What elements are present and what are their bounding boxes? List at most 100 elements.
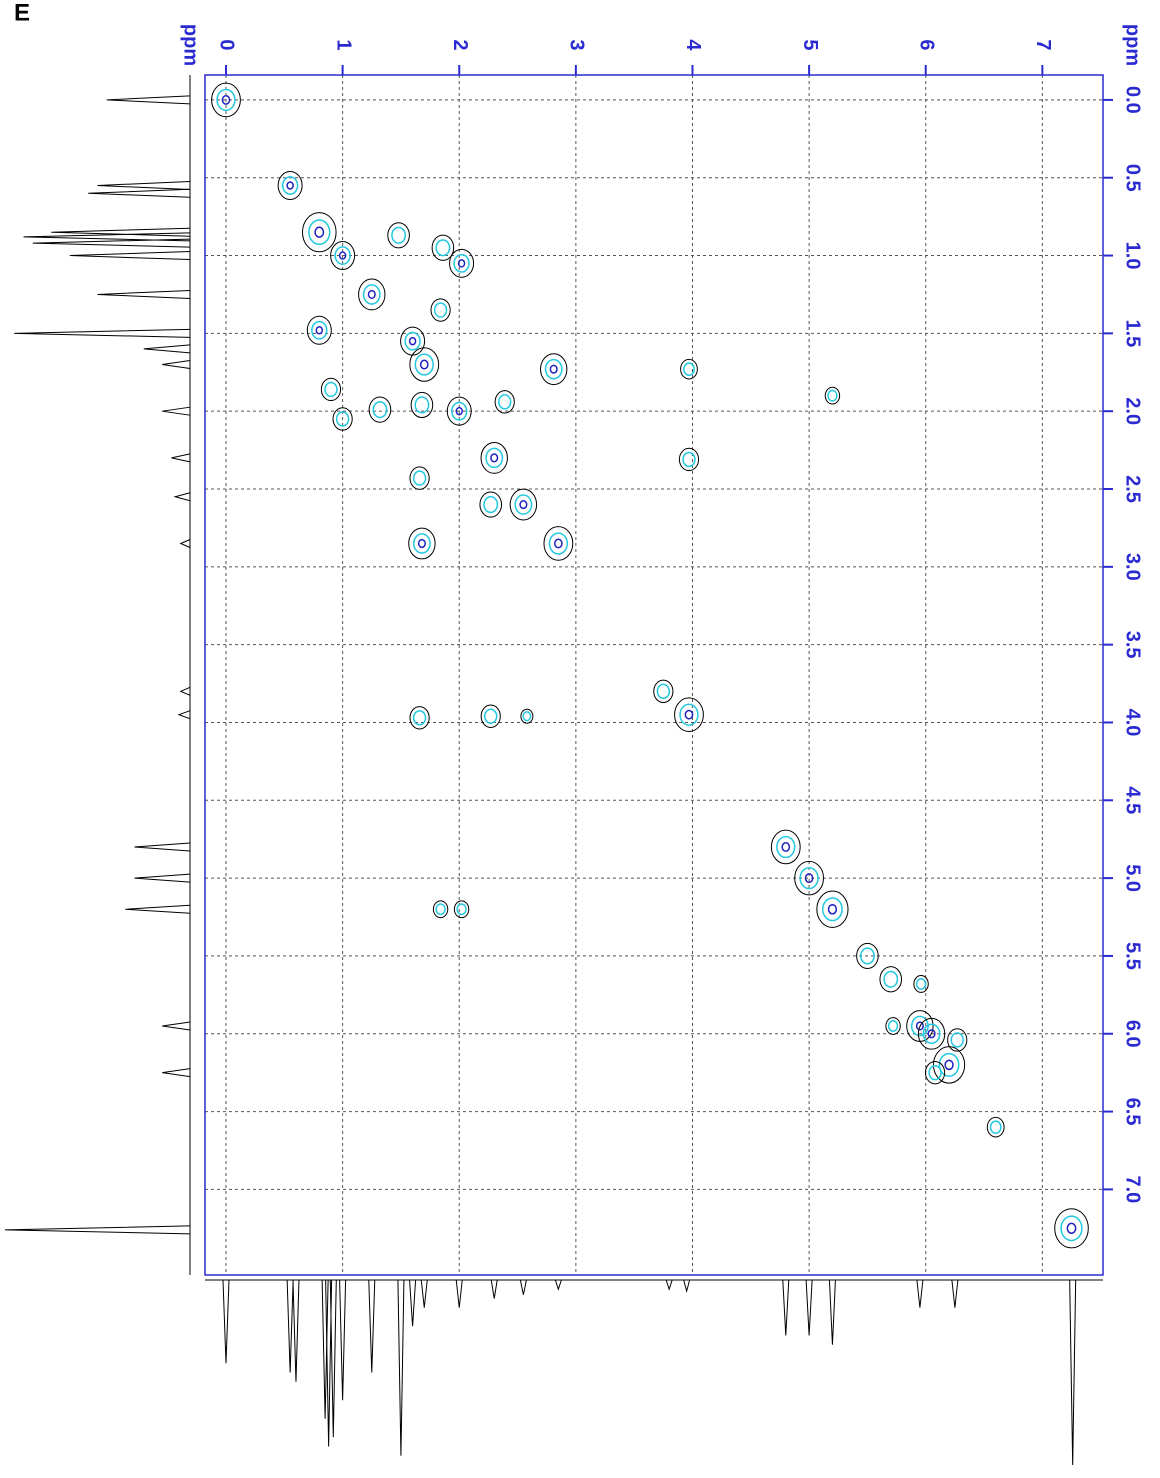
contour-level [776, 835, 796, 859]
contour-level [412, 470, 427, 486]
contour-level [432, 900, 449, 919]
projection-peak [455, 1279, 463, 1308]
projection-peak [32, 238, 191, 248]
contour-level [431, 234, 455, 261]
contour-level [684, 709, 694, 720]
cross-peak [408, 527, 436, 560]
contour-level [453, 900, 470, 919]
contour-level [938, 1052, 960, 1077]
projection-peak [171, 453, 191, 463]
projection-peak [409, 1279, 417, 1327]
cross-peak [680, 358, 698, 380]
projection-peak [665, 1279, 673, 1291]
contour-level [682, 451, 696, 468]
contour-level [368, 396, 392, 423]
projection-peak [162, 1068, 191, 1078]
projection-peak [179, 539, 191, 548]
contour-level [451, 401, 468, 421]
cross-peak [330, 241, 356, 271]
cross-peak [432, 900, 449, 919]
y-tick-label: 1.0 [1122, 242, 1144, 270]
y-tick-label: 7.0 [1122, 1175, 1144, 1203]
y-tick-label: 5.0 [1122, 864, 1144, 892]
contour-level [509, 488, 538, 521]
cross-peak [924, 1060, 946, 1085]
contour-level [480, 704, 501, 728]
contour-level [479, 491, 503, 518]
projection-peak [951, 1279, 959, 1308]
contour-level [408, 527, 436, 560]
cross-peak [520, 708, 534, 724]
contour-level [856, 942, 879, 970]
contour-level [455, 406, 463, 416]
contour-level [986, 1116, 1005, 1138]
y-tick-label: 2.0 [1122, 397, 1144, 425]
contour-level [674, 697, 704, 732]
contour-level [435, 239, 451, 257]
contour-level [449, 248, 475, 278]
contour-level [816, 890, 849, 928]
y-tick-label: 0.0 [1122, 86, 1144, 114]
x-tick-label: 7 [1032, 39, 1054, 50]
contour-level [827, 903, 838, 915]
cross-peak [794, 860, 825, 896]
contour-level [281, 176, 299, 195]
cross-peak [306, 315, 332, 345]
contour-level [419, 359, 429, 370]
projection-peak [134, 842, 191, 852]
projection-peak [4, 1225, 191, 1235]
cross-peak [431, 234, 455, 261]
cross-peak [932, 1046, 966, 1084]
projection-peak [97, 289, 191, 299]
cross-peak [885, 1017, 901, 1035]
contour-level [520, 708, 534, 724]
contour-level [314, 226, 325, 238]
cross-peak [430, 298, 451, 322]
contour-level [859, 947, 875, 965]
contour-level [932, 1046, 966, 1084]
contour-level [824, 386, 841, 405]
projection-peak [162, 406, 191, 416]
contour-level [484, 708, 498, 724]
projection-peak [23, 232, 191, 242]
contour-level [456, 903, 467, 916]
cross-peak [816, 890, 849, 928]
contour-level [1066, 1222, 1077, 1234]
projection-peak [69, 251, 191, 261]
contour-level [490, 453, 499, 463]
projection-peak [106, 95, 191, 105]
contour-level [433, 302, 448, 318]
projection-peak [916, 1279, 924, 1308]
projection-peak [173, 492, 191, 502]
contour-level [804, 873, 814, 884]
projection-peak [286, 1279, 294, 1373]
contour-level [799, 866, 819, 890]
cross-peak [277, 171, 303, 201]
x-tick-label: 2 [449, 39, 471, 50]
projection-peak [554, 1279, 562, 1291]
contour-level [358, 278, 386, 311]
contour-level [435, 903, 446, 916]
cross-peak [480, 441, 508, 474]
contour-level [822, 897, 843, 922]
contour-level [417, 538, 426, 549]
contour-level [885, 1017, 901, 1035]
projection-peak [782, 1279, 790, 1336]
y-axis-label: ppm [1122, 24, 1144, 66]
projection-peak [828, 1279, 836, 1345]
contour-level [656, 683, 671, 700]
projection-peak [97, 181, 191, 191]
contour-level [409, 347, 440, 382]
contour-level [414, 396, 430, 414]
contour-level [678, 447, 700, 472]
cross-peak [1054, 1208, 1089, 1249]
contour-level [1054, 1208, 1089, 1249]
contour-level [910, 1015, 929, 1037]
contour-level [412, 710, 427, 726]
contour-level [522, 711, 532, 722]
contour-level [950, 1032, 964, 1048]
contour-level [410, 391, 434, 419]
projection-peak [805, 1279, 813, 1336]
cross-peak [856, 942, 879, 970]
